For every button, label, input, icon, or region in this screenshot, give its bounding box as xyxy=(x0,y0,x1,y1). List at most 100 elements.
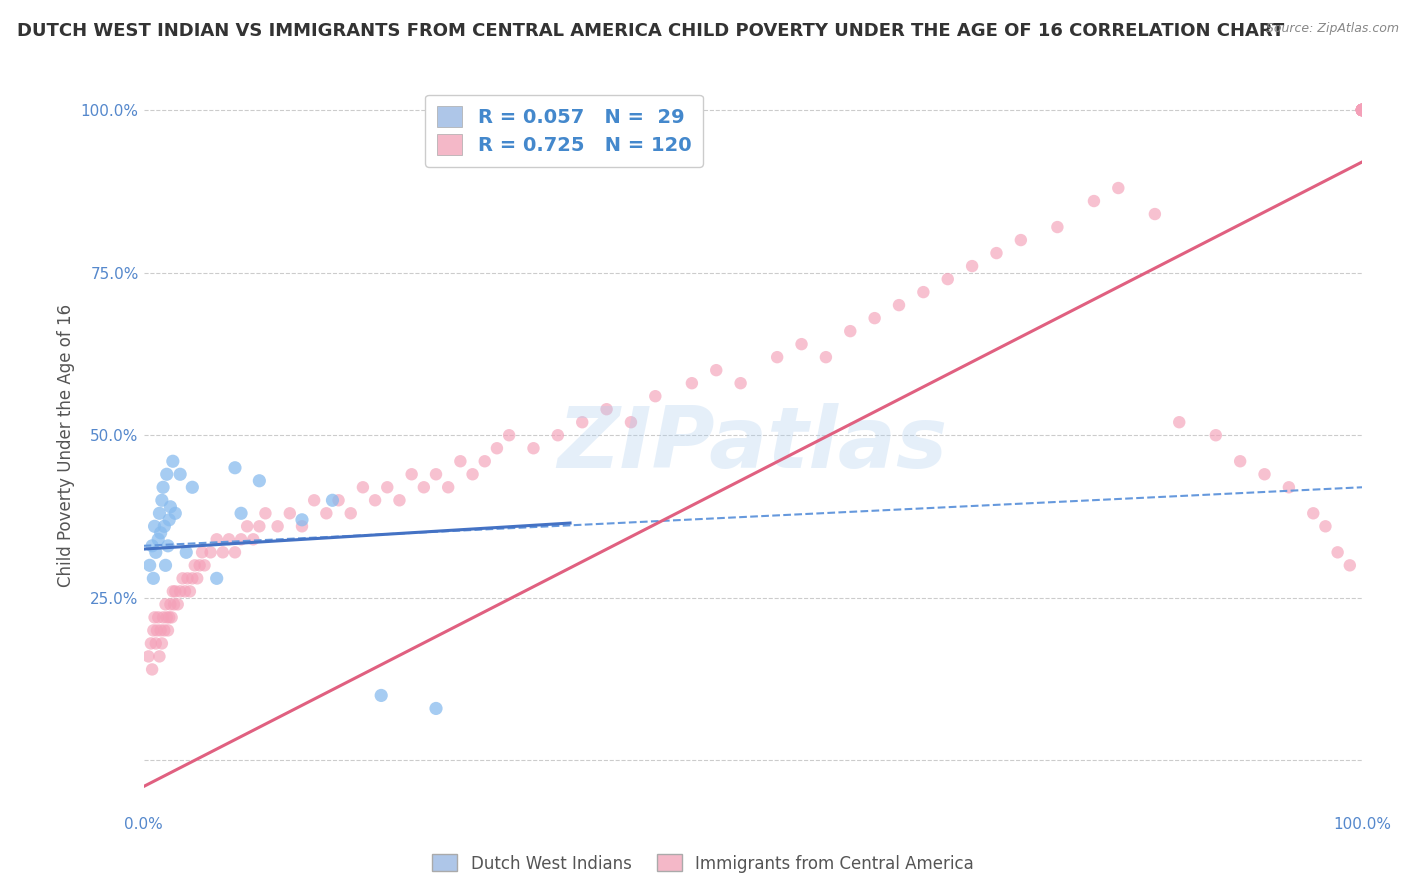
Point xyxy=(159,500,181,514)
Point xyxy=(150,493,173,508)
Point xyxy=(184,558,207,573)
Point xyxy=(328,493,350,508)
Point xyxy=(236,519,259,533)
Point xyxy=(1168,415,1191,429)
Point xyxy=(960,259,983,273)
Point xyxy=(165,506,187,520)
Point xyxy=(1351,103,1374,117)
Point xyxy=(157,513,180,527)
Point xyxy=(814,350,837,364)
Point xyxy=(191,545,214,559)
Point xyxy=(174,584,197,599)
Point xyxy=(138,558,160,573)
Point xyxy=(1205,428,1227,442)
Point xyxy=(620,415,643,429)
Legend: R = 0.057   N =  29, R = 0.725   N = 120: R = 0.057 N = 29, R = 0.725 N = 120 xyxy=(425,95,703,167)
Point xyxy=(247,519,270,533)
Point xyxy=(1046,220,1069,235)
Point xyxy=(141,539,163,553)
Point xyxy=(162,454,184,468)
Point xyxy=(148,506,170,520)
Point xyxy=(166,598,188,612)
Text: ZIPatlas: ZIPatlas xyxy=(558,403,948,486)
Point xyxy=(449,454,471,468)
Point xyxy=(986,246,1008,260)
Point xyxy=(388,493,411,508)
Point xyxy=(1107,181,1129,195)
Point xyxy=(229,506,252,520)
Point xyxy=(149,624,172,638)
Point xyxy=(247,474,270,488)
Point xyxy=(224,460,246,475)
Point xyxy=(485,442,508,456)
Point xyxy=(152,480,174,494)
Point xyxy=(152,610,174,624)
Point xyxy=(1351,103,1374,117)
Point xyxy=(1143,207,1166,221)
Point xyxy=(1351,103,1374,117)
Point xyxy=(162,584,184,599)
Point xyxy=(1083,194,1105,208)
Point xyxy=(1339,558,1361,573)
Point xyxy=(315,506,337,520)
Point xyxy=(375,480,398,494)
Point xyxy=(156,539,179,553)
Point xyxy=(145,545,167,559)
Point xyxy=(242,533,264,547)
Point xyxy=(595,402,617,417)
Point xyxy=(644,389,666,403)
Point xyxy=(156,467,179,482)
Point xyxy=(176,571,198,585)
Point xyxy=(148,649,170,664)
Point xyxy=(146,624,169,638)
Point xyxy=(1278,480,1301,494)
Point xyxy=(1351,103,1374,117)
Point xyxy=(157,610,180,624)
Point xyxy=(181,480,204,494)
Text: Source: ZipAtlas.com: Source: ZipAtlas.com xyxy=(1265,22,1399,36)
Point xyxy=(370,689,392,703)
Point xyxy=(172,571,194,585)
Point xyxy=(1326,545,1348,559)
Point xyxy=(1229,454,1251,468)
Point xyxy=(912,285,935,299)
Point xyxy=(1315,519,1337,533)
Point xyxy=(364,493,387,508)
Point xyxy=(169,467,191,482)
Point xyxy=(1351,103,1374,117)
Point xyxy=(139,636,162,650)
Point xyxy=(142,624,165,638)
Point xyxy=(205,533,228,547)
Point xyxy=(141,662,163,676)
Point xyxy=(547,428,569,442)
Point xyxy=(181,571,204,585)
Point xyxy=(1253,467,1275,482)
Point xyxy=(142,571,165,585)
Point xyxy=(1351,103,1374,117)
Y-axis label: Child Poverty Under the Age of 16: Child Poverty Under the Age of 16 xyxy=(58,303,75,587)
Point xyxy=(266,519,288,533)
Point xyxy=(1351,103,1374,117)
Point xyxy=(163,598,186,612)
Point xyxy=(138,649,160,664)
Point xyxy=(681,376,703,391)
Point xyxy=(156,610,179,624)
Point xyxy=(193,558,215,573)
Point xyxy=(179,584,201,599)
Point xyxy=(1351,103,1374,117)
Point xyxy=(1351,103,1374,117)
Point xyxy=(863,311,886,326)
Point xyxy=(159,598,181,612)
Point xyxy=(461,467,484,482)
Point xyxy=(165,584,187,599)
Point xyxy=(339,506,361,520)
Point xyxy=(425,701,447,715)
Point xyxy=(401,467,423,482)
Point xyxy=(1351,103,1374,117)
Point xyxy=(1010,233,1032,247)
Point xyxy=(143,610,166,624)
Point xyxy=(936,272,959,286)
Point xyxy=(169,584,191,599)
Point xyxy=(188,558,211,573)
Point xyxy=(766,350,789,364)
